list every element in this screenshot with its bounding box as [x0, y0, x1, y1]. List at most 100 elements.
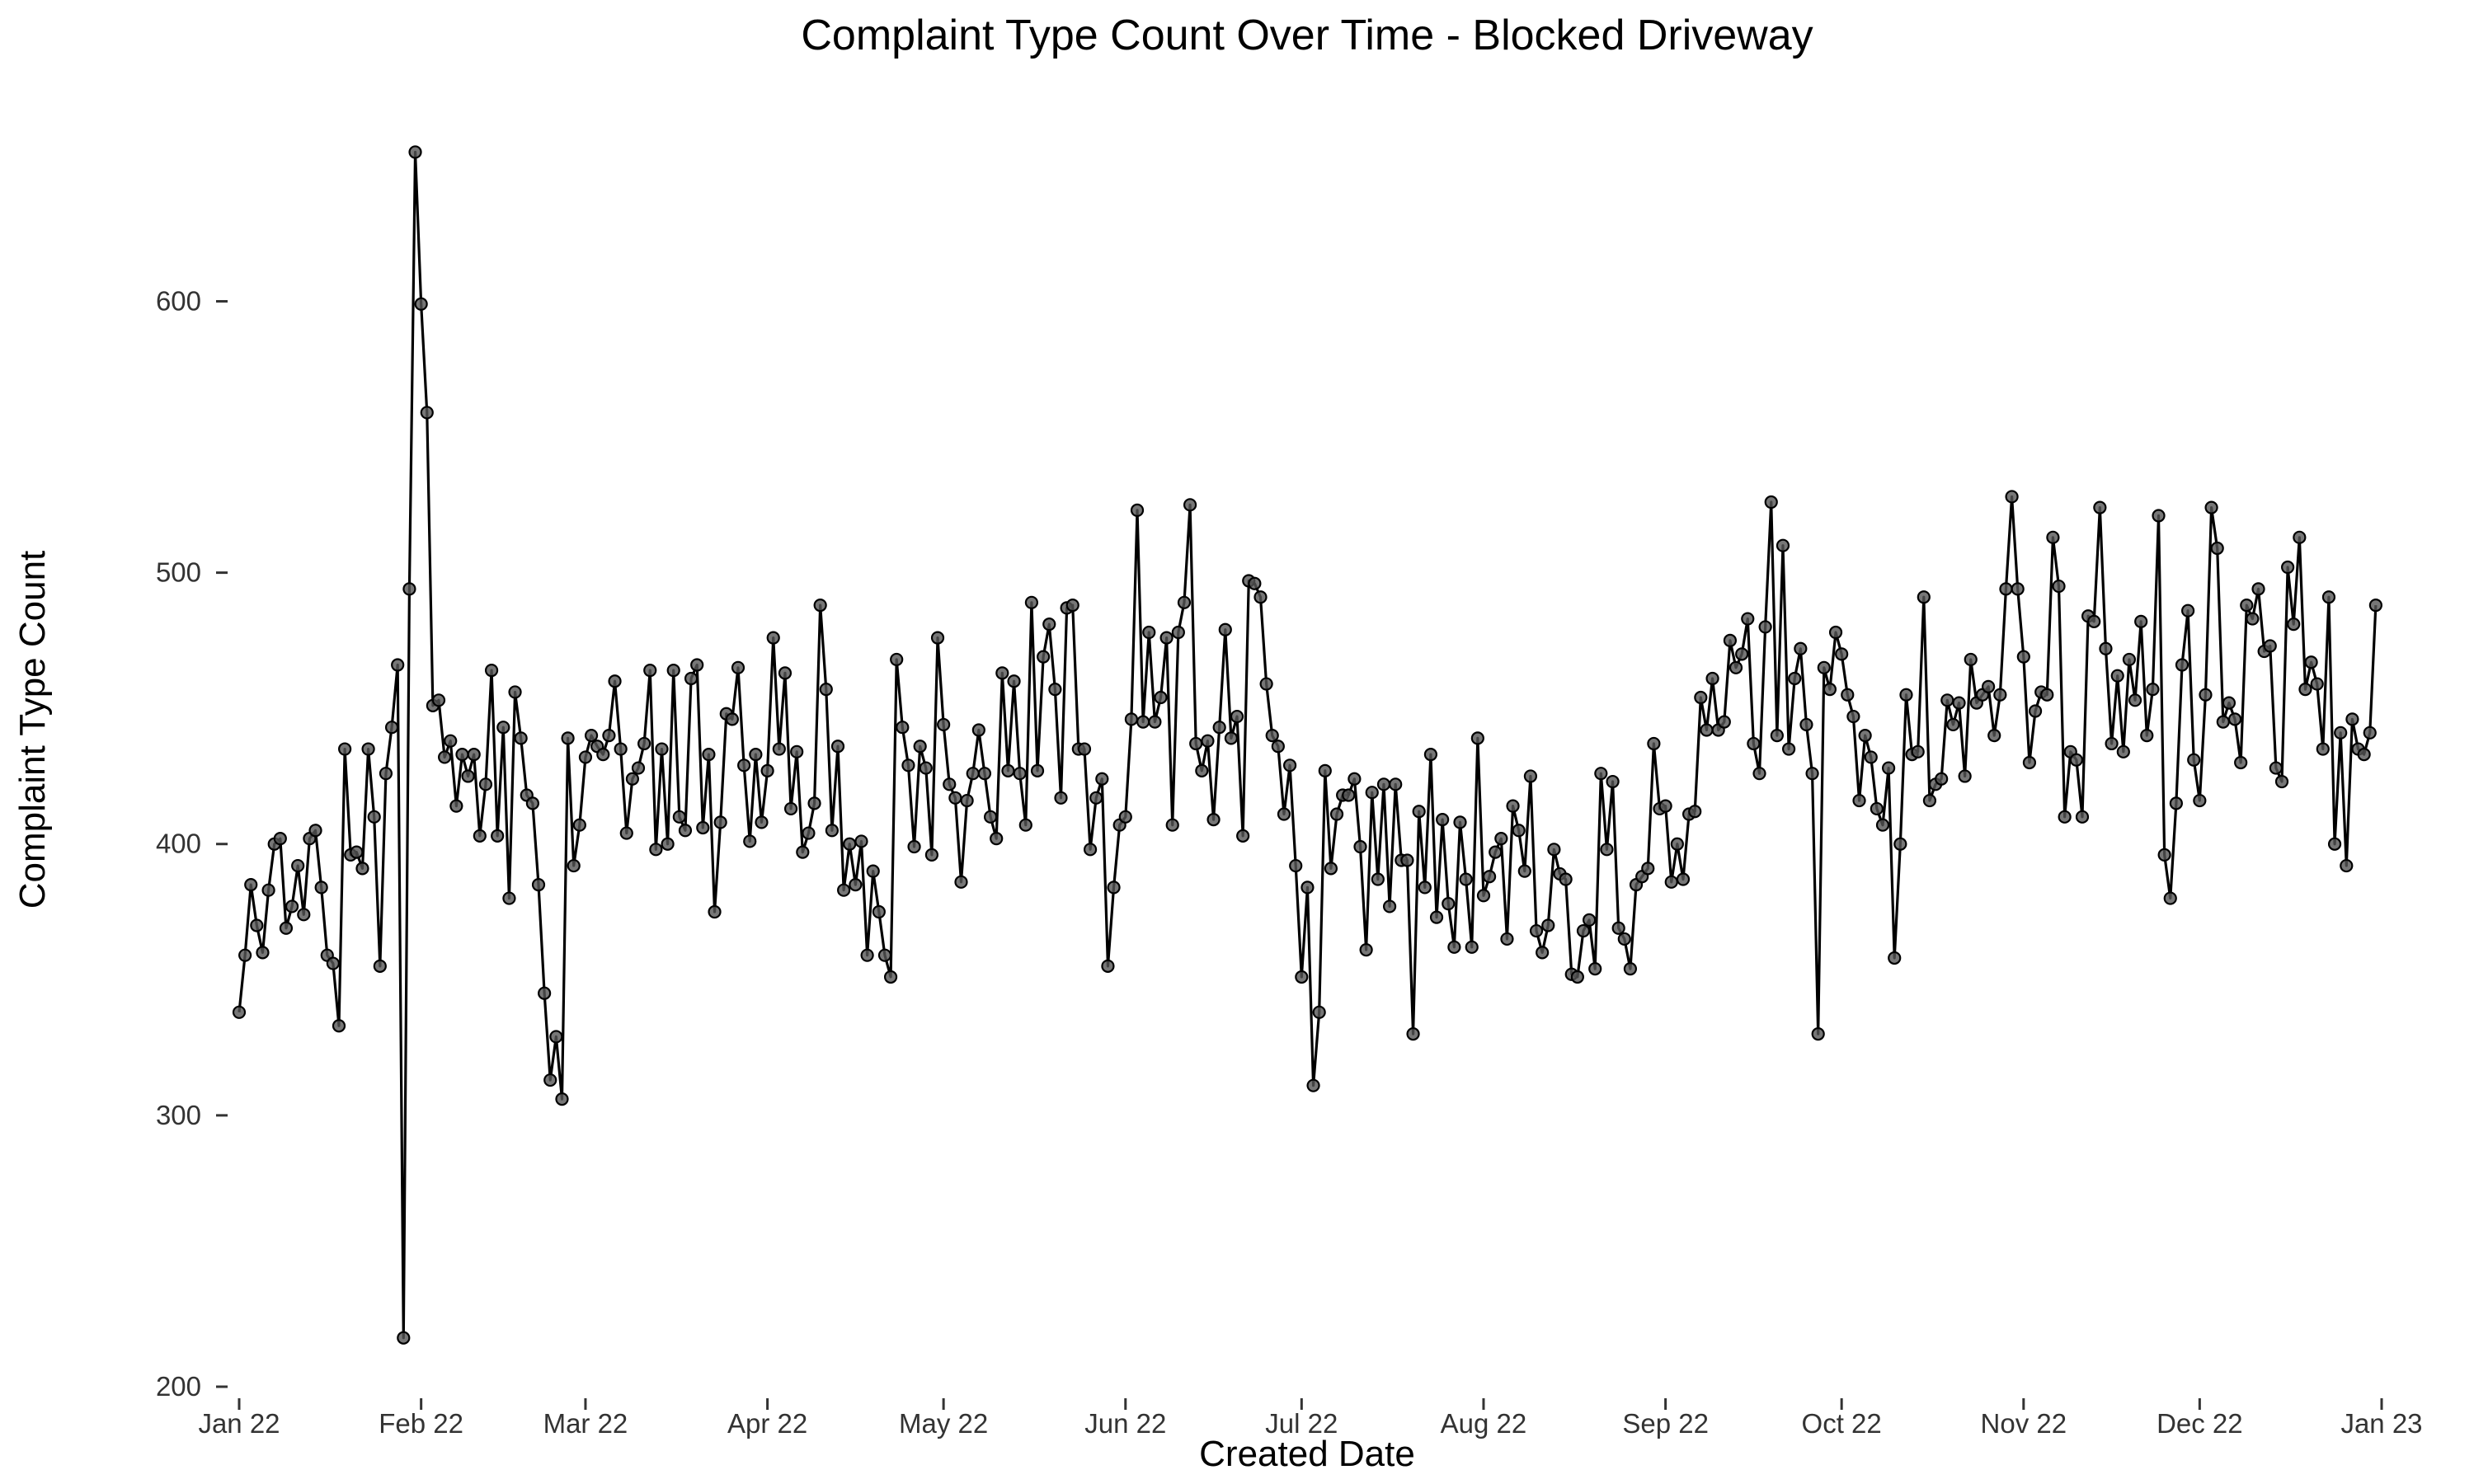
data-point: [1095, 772, 1109, 786]
series-line: [238, 150, 2378, 1340]
data-point: [543, 1073, 557, 1087]
data-point: [232, 1005, 247, 1019]
data-point: [1717, 715, 1731, 729]
data-point: [896, 721, 910, 735]
x-axis: Jan 22 Feb 22 Mar 22 Apr 22 May 22 Jun 22 Jul …: [198, 1398, 2423, 1439]
data-point: [1817, 660, 1831, 674]
data-point: [561, 731, 575, 745]
y-axis: 200 300 400 500 600: [156, 285, 228, 1402]
data-point: [1993, 688, 2007, 702]
data-point: [1641, 862, 1655, 876]
data-point: [2363, 726, 2377, 740]
data-point: [2204, 500, 2218, 514]
data-point: [2345, 712, 2359, 726]
data-point: [883, 970, 898, 984]
data-point: [584, 728, 599, 743]
data-point: [414, 297, 428, 311]
data-point: [555, 1092, 569, 1106]
data-point: [1922, 793, 1937, 808]
y-tick-label: 400: [156, 829, 201, 859]
data-point: [314, 881, 328, 895]
data-point: [1201, 734, 1215, 748]
data-point: [2368, 598, 2382, 613]
data-point: [1400, 853, 1414, 867]
data-point: [350, 845, 364, 859]
y-tick-label: 300: [156, 1100, 201, 1130]
data-point: [760, 763, 774, 777]
data-point: [397, 1331, 411, 1345]
data-point: [332, 1019, 346, 1033]
data-point: [1517, 864, 1531, 878]
data-point: [872, 904, 886, 919]
data-point: [1065, 598, 1079, 613]
data-point: [2246, 612, 2260, 626]
data-point: [250, 918, 264, 932]
chart-title: Complaint Type Count Over Time - Blocked…: [801, 12, 1813, 59]
data-point: [2187, 753, 2201, 767]
data-point: [1436, 813, 1450, 827]
data-point: [578, 750, 593, 764]
data-point: [1148, 715, 1162, 729]
data-point: [1500, 932, 1514, 946]
data-point: [238, 948, 252, 962]
data-point: [1465, 940, 1479, 954]
data-point: [2222, 696, 2236, 710]
data-point: [1611, 921, 1625, 935]
data-point: [1846, 709, 1860, 724]
data-point: [1823, 683, 1837, 697]
data-point: [825, 824, 840, 838]
data-point: [2175, 658, 2189, 672]
x-tick-label: Feb 22: [379, 1408, 463, 1439]
data-point: [2134, 614, 2148, 628]
data-point: [2234, 755, 2248, 770]
data-point: [954, 875, 968, 889]
data-point: [907, 839, 921, 854]
data-point: [783, 801, 798, 816]
data-point: [338, 742, 352, 756]
data-point: [431, 693, 446, 707]
data-point: [1218, 622, 1232, 636]
data-point: [1042, 618, 1056, 632]
data-point: [643, 663, 657, 678]
data-point: [2146, 683, 2160, 697]
data-point: [1342, 788, 1356, 802]
data-point: [1782, 742, 1796, 756]
data-point: [1124, 712, 1139, 726]
data-point: [1142, 625, 1156, 640]
data-point: [2169, 796, 2183, 810]
data-point: [1077, 742, 1092, 756]
data-point: [2163, 891, 2177, 905]
data-point: [2340, 858, 2354, 873]
data-point: [1893, 837, 1907, 851]
data-point: [2274, 774, 2289, 789]
data-point: [261, 883, 275, 897]
data-point: [2304, 655, 2318, 669]
data-point: [807, 796, 821, 810]
data-point: [977, 767, 992, 781]
data-point: [708, 904, 722, 919]
x-tick-label: Jan 23: [2340, 1408, 2422, 1439]
data-point: [355, 862, 369, 876]
data-point: [637, 736, 651, 751]
data-point: [1177, 595, 1192, 609]
data-point: [1001, 763, 1015, 777]
data-point: [461, 769, 475, 783]
data-point: [1964, 652, 1978, 667]
data-point: [655, 742, 669, 756]
data-point: [924, 848, 939, 862]
data-point: [326, 956, 340, 970]
data-point: [1048, 683, 1062, 697]
data-point: [1770, 728, 1784, 743]
data-point: [2116, 744, 2130, 758]
data-point: [1101, 959, 1115, 973]
data-point: [2028, 704, 2043, 718]
data-point: [919, 761, 933, 775]
data-point: [1647, 736, 1661, 751]
data-point: [1547, 843, 1561, 857]
x-tick-label: Jun 22: [1084, 1408, 1166, 1439]
data-point: [772, 742, 786, 756]
data-point: [830, 740, 845, 754]
data-point: [2011, 582, 2025, 596]
data-point: [514, 731, 528, 745]
data-point: [1353, 839, 1367, 854]
